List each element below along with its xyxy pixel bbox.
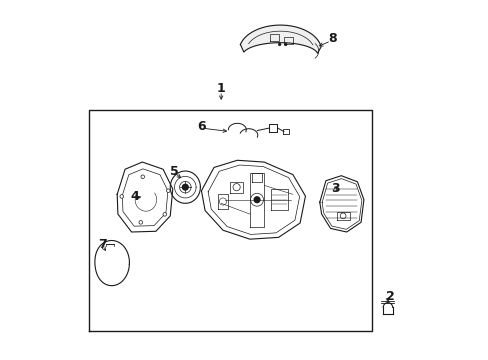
Circle shape [254, 197, 260, 203]
Circle shape [166, 189, 170, 193]
Text: 5: 5 [170, 165, 179, 177]
Circle shape [182, 184, 188, 190]
Circle shape [141, 175, 144, 179]
Text: 1: 1 [216, 82, 225, 95]
Text: 7: 7 [98, 238, 107, 251]
Text: 2: 2 [386, 290, 394, 303]
Polygon shape [240, 25, 321, 53]
Text: 3: 3 [331, 183, 340, 195]
Circle shape [139, 221, 142, 224]
Text: 8: 8 [327, 32, 336, 45]
Circle shape [120, 195, 123, 198]
Text: 6: 6 [197, 120, 205, 133]
Circle shape [278, 43, 281, 46]
Text: 4: 4 [130, 190, 139, 203]
Circle shape [163, 212, 166, 216]
Circle shape [284, 43, 286, 46]
